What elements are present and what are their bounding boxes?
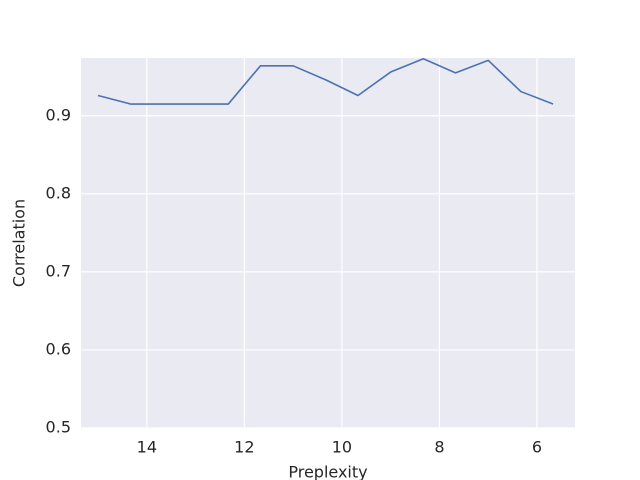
y-axis-label: Correlation xyxy=(10,199,29,287)
y-tick-label: 0.9 xyxy=(46,105,71,124)
plot-area xyxy=(81,58,575,428)
y-tick-label: 0.5 xyxy=(46,418,71,437)
x-tick-label: 6 xyxy=(532,438,542,457)
x-tick-label: 10 xyxy=(332,438,352,457)
y-tick-label: 0.6 xyxy=(46,339,71,358)
x-tick-label: 8 xyxy=(434,438,444,457)
x-axis-label: Preplexity xyxy=(288,463,367,480)
y-tick-label: 0.8 xyxy=(46,183,71,202)
y-tick-label: 0.7 xyxy=(46,261,71,280)
x-tick-label: 14 xyxy=(137,438,157,457)
data-line xyxy=(97,57,554,105)
x-tick-label: 12 xyxy=(234,438,254,457)
